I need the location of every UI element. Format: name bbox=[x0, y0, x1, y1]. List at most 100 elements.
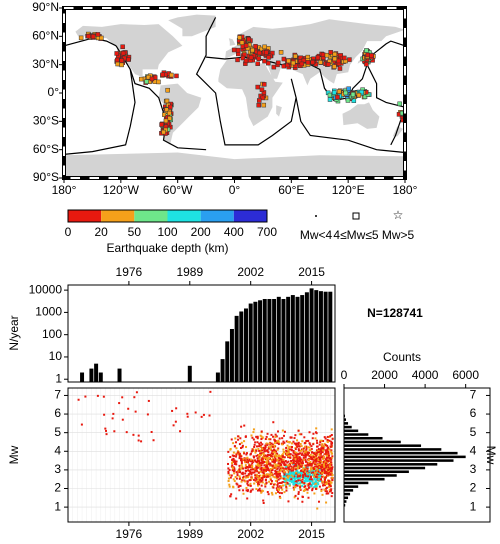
quake-symbol bbox=[167, 110, 172, 116]
event-dot bbox=[238, 489, 241, 492]
event-dot bbox=[285, 446, 288, 449]
event-dot bbox=[276, 448, 279, 451]
event-dot bbox=[312, 461, 315, 464]
event-dot bbox=[265, 476, 268, 479]
event-dot bbox=[273, 449, 276, 452]
event-dot bbox=[298, 445, 301, 448]
event-dot bbox=[228, 474, 231, 477]
event-dot bbox=[327, 474, 330, 477]
quake-symbol bbox=[114, 57, 120, 63]
quake-symbol bbox=[156, 79, 161, 85]
event-dot bbox=[319, 472, 322, 475]
event-dot bbox=[312, 443, 315, 446]
event-dot bbox=[285, 473, 288, 476]
event-dot bbox=[245, 460, 248, 463]
event-dot bbox=[330, 488, 333, 491]
event-dot bbox=[330, 450, 333, 453]
event-dot bbox=[269, 443, 272, 446]
event-dot bbox=[287, 476, 290, 479]
quake-symbol bbox=[336, 58, 341, 64]
event-dot bbox=[323, 445, 326, 448]
event-dot bbox=[285, 478, 288, 481]
event-dot bbox=[288, 441, 291, 444]
event-dot bbox=[258, 454, 261, 457]
event-dot bbox=[308, 442, 311, 445]
event-dot bbox=[312, 432, 315, 435]
event-dot bbox=[269, 448, 272, 451]
event-dot bbox=[255, 435, 258, 438]
event-dot bbox=[328, 480, 331, 483]
event-dot bbox=[308, 482, 311, 485]
event-dot bbox=[281, 461, 284, 464]
y-tick-label: 2 bbox=[470, 481, 477, 495]
event-dot bbox=[233, 459, 236, 462]
quake-symbol bbox=[315, 54, 321, 60]
event-dot bbox=[232, 468, 235, 471]
bar bbox=[229, 328, 234, 382]
quake-symbol bbox=[261, 102, 267, 108]
event-dot bbox=[318, 472, 321, 475]
event-dot bbox=[228, 477, 231, 480]
event-dot bbox=[293, 454, 296, 457]
event-dot bbox=[285, 487, 288, 490]
event-dot bbox=[266, 466, 269, 469]
event-dot bbox=[231, 454, 234, 457]
event-dot bbox=[329, 485, 332, 488]
event-dot bbox=[277, 471, 280, 474]
event-dot bbox=[278, 454, 281, 457]
event-dot bbox=[250, 460, 253, 463]
event-dot bbox=[294, 434, 297, 437]
event-dot bbox=[238, 443, 241, 446]
event-dot bbox=[135, 391, 138, 394]
hist-bar bbox=[344, 470, 409, 474]
event-dot bbox=[303, 482, 306, 485]
event-dot bbox=[279, 485, 282, 488]
hist-bar bbox=[344, 489, 354, 492]
event-dot bbox=[239, 471, 242, 474]
y-tick-label: 60°S bbox=[33, 142, 59, 156]
event-dot bbox=[278, 465, 281, 468]
event-dot bbox=[255, 464, 258, 467]
quake-symbol bbox=[259, 87, 265, 92]
event-dot bbox=[306, 451, 309, 454]
event-dot bbox=[290, 478, 293, 481]
hist-bar bbox=[344, 496, 349, 500]
event-dot bbox=[300, 462, 303, 465]
event-dot bbox=[320, 460, 323, 463]
event-dot bbox=[277, 447, 280, 450]
event-dot bbox=[269, 446, 272, 449]
event-dot bbox=[277, 487, 280, 490]
quake-symbol bbox=[248, 55, 254, 60]
colorbar-segment bbox=[134, 210, 168, 222]
quake-symbol bbox=[99, 35, 104, 41]
event-dot bbox=[324, 466, 327, 469]
event-dot bbox=[209, 390, 212, 393]
event-dot bbox=[283, 473, 286, 476]
event-dot bbox=[277, 490, 280, 493]
event-dot bbox=[256, 465, 259, 468]
legend-dot bbox=[315, 215, 317, 217]
event-dot bbox=[316, 469, 319, 472]
quake-symbol bbox=[328, 50, 333, 55]
quake-symbol bbox=[275, 60, 281, 66]
event-dot bbox=[324, 443, 327, 446]
quake-symbol bbox=[168, 104, 173, 110]
event-dot bbox=[290, 442, 293, 445]
event-dot bbox=[278, 491, 281, 494]
quake-symbol bbox=[120, 44, 125, 49]
y-tick-label: 6 bbox=[54, 406, 61, 420]
event-dot bbox=[297, 493, 300, 496]
event-dot bbox=[262, 451, 265, 454]
event-dot bbox=[323, 480, 326, 483]
event-dot bbox=[316, 445, 319, 448]
event-dot bbox=[264, 447, 267, 450]
event-dot bbox=[235, 471, 238, 474]
event-dot bbox=[292, 469, 295, 472]
event-dot bbox=[249, 468, 252, 471]
event-dot bbox=[317, 479, 320, 482]
hist-bar bbox=[344, 492, 351, 496]
event-dot bbox=[281, 484, 284, 487]
event-dot bbox=[261, 462, 264, 465]
event-dot bbox=[325, 472, 328, 475]
event-dot bbox=[323, 442, 326, 445]
